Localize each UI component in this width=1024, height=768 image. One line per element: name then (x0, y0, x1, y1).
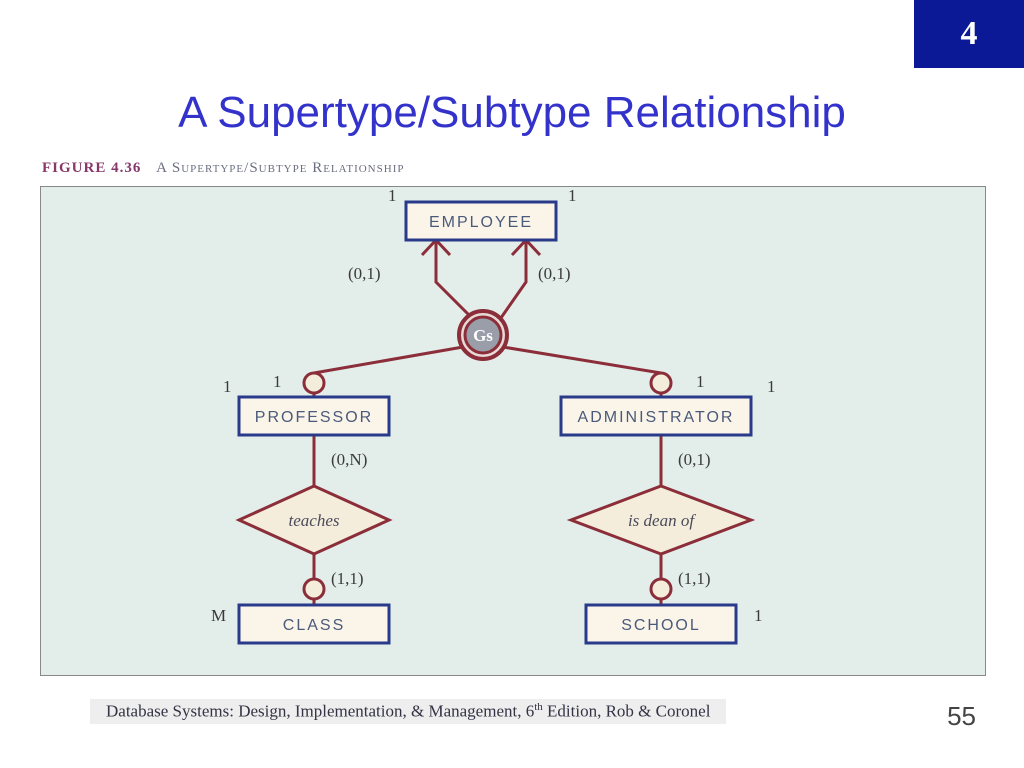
optional-marker (651, 373, 671, 393)
connector (314, 347, 463, 373)
cardinality-label: (0,1) (538, 264, 571, 283)
cardinality-label: 1 (754, 606, 763, 625)
relation-teaches-label: teaches (289, 511, 340, 530)
entity-professor-label: PROFESSOR (255, 409, 373, 426)
cardinality-label: 1 (696, 372, 705, 391)
entity-administrator-label: ADMINISTRATOR (578, 409, 735, 426)
footer-suffix: Edition, Rob & Coronel (543, 702, 711, 721)
crowsfoot (436, 240, 450, 255)
slide-title: A Supertype/Subtype Relationship (0, 88, 1024, 138)
chapter-badge: 4 (914, 0, 1024, 68)
cardinality-label: 1 (388, 187, 397, 205)
optional-marker (304, 579, 324, 599)
cardinality-label: 1 (767, 377, 776, 396)
cardinality-label: 1 (568, 187, 577, 205)
cardinality-label: (0,1) (678, 450, 711, 469)
cardinality-label: 1 (273, 372, 282, 391)
figure-number: FIGURE 4.36 (42, 160, 141, 176)
cardinality-label: (1,1) (678, 569, 711, 588)
entity-school-label: SCHOOL (621, 617, 701, 634)
connector (503, 347, 661, 373)
figure-caption: FIGURE 4.36 A Supertype/Subtype Relation… (42, 160, 404, 177)
entity-employee-label: EMPLOYEE (429, 214, 533, 231)
entity-class-label: CLASS (283, 617, 345, 634)
er-diagram: Gs EMPLOYEE PROFESSOR ADMINISTRATOR CLASS SCH… (41, 187, 985, 675)
crowsfoot (526, 240, 540, 255)
footer-citation: Database Systems: Design, Implementation… (90, 699, 726, 724)
figure-text: A Supertype/Subtype Relationship (156, 160, 404, 176)
cardinality-label: (0,N) (331, 450, 367, 469)
gs-label: Gs (473, 326, 493, 345)
relation-isdeanof-label: is dean of (628, 511, 696, 530)
cardinality-label: M (211, 606, 226, 625)
crowsfoot (512, 240, 526, 255)
diagram-frame: Gs EMPLOYEE PROFESSOR ADMINISTRATOR CLASS SCH… (40, 186, 986, 676)
footer-prefix: Database Systems: Design, Implementation… (106, 702, 534, 721)
cardinality-label: (0,1) (348, 264, 381, 283)
optional-marker (304, 373, 324, 393)
cardinality-label: (1,1) (331, 569, 364, 588)
crowsfoot (422, 240, 436, 255)
cardinality-label: 1 (223, 377, 232, 396)
footer-ordinal: th (534, 701, 543, 713)
page-number: 55 (947, 701, 976, 732)
optional-marker (651, 579, 671, 599)
